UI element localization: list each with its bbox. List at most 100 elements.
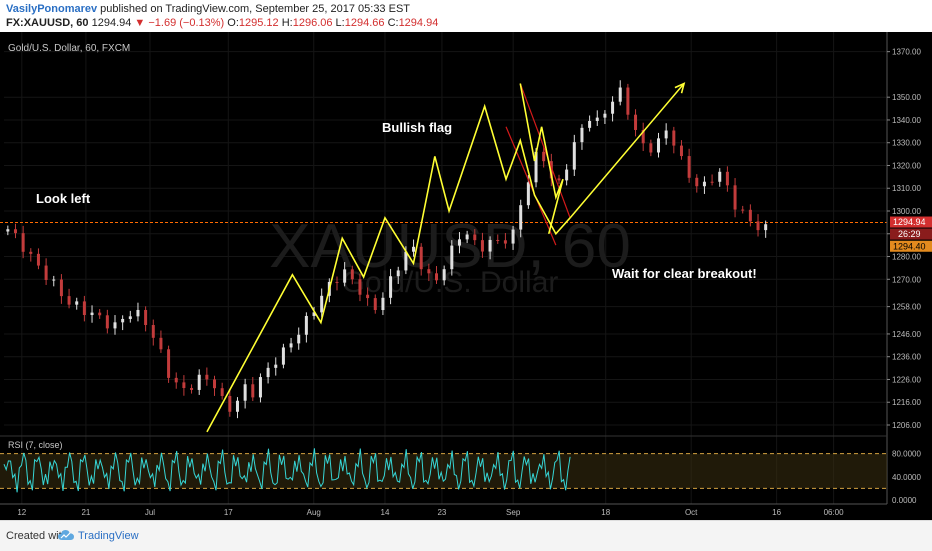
chart-frame[interactable]: XAUUSD, 60 Gold/U.S. Dollar Look left Bu… bbox=[0, 32, 932, 520]
candle-body bbox=[519, 205, 523, 230]
yellow-zigzag[interactable] bbox=[206, 103, 571, 433]
rsi-tick-label: 40.0000 bbox=[892, 473, 921, 482]
candle-body bbox=[297, 334, 301, 344]
candle-body bbox=[167, 349, 171, 378]
price-axis[interactable]: 1206.00 1216.00 1226.00 1236.00 1246.00 1258.… bbox=[886, 32, 921, 504]
candle-body bbox=[695, 177, 699, 187]
open-value: 1295.12 bbox=[238, 17, 279, 29]
candle-body bbox=[98, 312, 102, 316]
candle-body bbox=[243, 384, 247, 401]
watermark-symbol: XAUUSD, 60 bbox=[269, 212, 631, 281]
price-change: ▼ −1.69 (−0.13%) bbox=[134, 17, 225, 29]
candle-body bbox=[611, 101, 615, 114]
candle-body bbox=[718, 171, 722, 182]
look-left-annotation[interactable]: Look left bbox=[36, 191, 91, 206]
candle-body bbox=[335, 281, 339, 283]
candle-body bbox=[741, 209, 745, 211]
last-price: 1294.94 bbox=[91, 17, 132, 29]
bullish-flag-annotation[interactable]: Bullish flag bbox=[382, 120, 452, 135]
red-channel-lower[interactable] bbox=[505, 126, 557, 246]
tradingview-brand-link[interactable]: TradingView bbox=[78, 530, 139, 542]
candle-body bbox=[496, 239, 500, 241]
yellow-trend-pattern[interactable] bbox=[206, 82, 686, 433]
candle-body bbox=[21, 233, 25, 252]
time-tick-label: 17 bbox=[224, 508, 233, 517]
candle-body bbox=[205, 374, 209, 380]
rsi-tick-label: 0.0000 bbox=[892, 496, 917, 505]
candle-body bbox=[312, 312, 316, 316]
candle-body bbox=[457, 239, 461, 246]
grid-lines bbox=[4, 32, 887, 504]
current-price-badge bbox=[890, 216, 932, 228]
candle-body bbox=[702, 181, 706, 187]
candle-body bbox=[350, 269, 354, 280]
candle-body bbox=[151, 325, 155, 338]
candle-body bbox=[281, 347, 285, 365]
candle-body bbox=[289, 343, 293, 348]
price-tick-label: 1280.00 bbox=[892, 253, 921, 262]
time-tick-label: 18 bbox=[601, 508, 610, 517]
chart-header: VasilyPonomarev published on TradingView… bbox=[0, 0, 932, 32]
price-tick-label: 1246.00 bbox=[892, 330, 921, 339]
symbol-line: FX:XAUUSD, 60 1294.94 ▼ −1.69 (−0.13%) O… bbox=[6, 17, 438, 29]
price-tick-label: 1310.00 bbox=[892, 184, 921, 193]
candle-body bbox=[641, 129, 645, 144]
time-tick-label: 23 bbox=[437, 508, 446, 517]
footer: Created with TradingView bbox=[0, 520, 932, 551]
tradingview-cloud-icon bbox=[58, 530, 74, 540]
candle-body bbox=[258, 377, 262, 398]
candle-body bbox=[90, 312, 94, 316]
open-label: O: bbox=[227, 17, 239, 29]
candle-body bbox=[304, 315, 308, 335]
candle-body bbox=[213, 379, 217, 389]
time-tick-label: 12 bbox=[17, 508, 26, 517]
candle-body bbox=[419, 246, 423, 270]
published-text: published on TradingView.com, September … bbox=[100, 3, 411, 15]
candle-body bbox=[725, 171, 729, 186]
candle-body bbox=[435, 273, 439, 281]
time-axis[interactable]: 12 21 Jul 17 Aug 14 23 Sep 18 Oct 16 06:00 bbox=[0, 503, 887, 517]
candle-body bbox=[733, 185, 737, 210]
candle-body bbox=[442, 269, 446, 281]
candle-body bbox=[366, 294, 370, 299]
candle-body bbox=[572, 142, 576, 170]
candle-body bbox=[672, 130, 676, 146]
chart-canvas[interactable]: XAUUSD, 60 Gold/U.S. Dollar Look left Bu… bbox=[0, 32, 932, 520]
high-value: 1296.06 bbox=[292, 17, 333, 29]
arrow-head-icon bbox=[674, 82, 686, 94]
breakout-annotation[interactable]: Wait for clear breakout! bbox=[612, 266, 757, 281]
rsi-line bbox=[3, 448, 571, 493]
time-tick-label: 14 bbox=[381, 508, 390, 517]
price-tick-label: 1340.00 bbox=[892, 116, 921, 125]
candle-body bbox=[526, 182, 530, 206]
candle-body bbox=[251, 384, 255, 398]
candle-body bbox=[412, 246, 416, 252]
candle-body bbox=[373, 298, 377, 311]
flag-zigzag[interactable] bbox=[519, 83, 564, 234]
publish-line: VasilyPonomarev published on TradingView… bbox=[6, 3, 410, 15]
price-tick-label: 1216.00 bbox=[892, 398, 921, 407]
author-link[interactable]: VasilyPonomarev bbox=[6, 3, 98, 15]
main-pane-title: Gold/U.S. Dollar, 60, FXCM bbox=[8, 43, 130, 54]
candle-body bbox=[75, 301, 79, 305]
current-price-badge-text: 1294.94 bbox=[893, 217, 926, 227]
candle-body bbox=[396, 270, 400, 277]
price-tick-label: 1300.00 bbox=[892, 207, 921, 216]
low-label: L: bbox=[335, 17, 345, 29]
price-tick-label: 1206.00 bbox=[892, 421, 921, 430]
candle-body bbox=[197, 374, 201, 390]
candle-body bbox=[679, 145, 683, 157]
candle-body bbox=[159, 337, 163, 350]
rsi-band-fill bbox=[0, 453, 887, 489]
candle-body bbox=[503, 240, 507, 244]
price-tick-label: 1236.00 bbox=[892, 353, 921, 362]
candle-body bbox=[557, 178, 561, 181]
price-tick-label: 1258.00 bbox=[892, 303, 921, 312]
red-channel-upper[interactable] bbox=[519, 83, 571, 219]
yellow-projection-line[interactable] bbox=[569, 83, 685, 219]
time-tick-label: Aug bbox=[307, 508, 321, 517]
candle-body bbox=[128, 316, 132, 319]
candle-body bbox=[67, 296, 71, 305]
candle-body bbox=[603, 113, 607, 118]
red-flag-channel[interactable] bbox=[505, 83, 571, 246]
